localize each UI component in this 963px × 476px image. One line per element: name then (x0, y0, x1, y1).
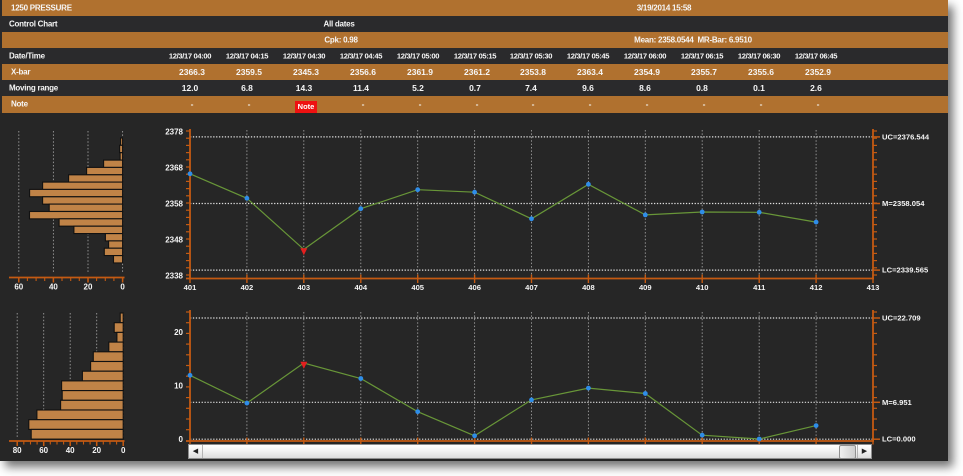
svg-text:2348: 2348 (165, 235, 183, 244)
svg-text:M=2358.054: M=2358.054 (882, 199, 925, 208)
svg-text:404: 404 (354, 283, 367, 292)
svg-text:20: 20 (84, 283, 93, 292)
svg-text:401: 401 (184, 283, 197, 292)
svg-text:UC=2376.544: UC=2376.544 (882, 132, 930, 141)
svg-text:2358: 2358 (165, 199, 183, 208)
svg-text:LC=2339.565: LC=2339.565 (882, 266, 929, 275)
svg-text:0: 0 (120, 283, 125, 292)
svg-text:2338: 2338 (165, 271, 183, 280)
svg-text:2368: 2368 (165, 163, 183, 172)
svg-text:403: 403 (297, 283, 310, 292)
svg-text:2378: 2378 (165, 127, 183, 136)
svg-text:402: 402 (241, 283, 254, 292)
svg-text:40: 40 (66, 446, 75, 455)
svg-text:M=6.951: M=6.951 (882, 398, 913, 407)
svg-text:409: 409 (639, 283, 652, 292)
svg-text:20: 20 (92, 446, 101, 455)
svg-text:406: 406 (468, 283, 481, 292)
svg-text:20: 20 (174, 328, 183, 337)
svg-text:40: 40 (49, 283, 58, 292)
svg-text:10: 10 (174, 382, 183, 391)
svg-text:412: 412 (810, 283, 823, 292)
svg-text:408: 408 (582, 283, 595, 292)
svg-text:60: 60 (39, 446, 48, 455)
svg-text:80: 80 (13, 446, 22, 455)
svg-text:0: 0 (121, 446, 126, 455)
svg-text:405: 405 (411, 283, 424, 292)
svg-text:UC=22.709: UC=22.709 (882, 314, 921, 323)
svg-text:LC=0.000: LC=0.000 (882, 435, 916, 444)
svg-text:60: 60 (14, 283, 23, 292)
svg-text:0: 0 (179, 435, 184, 444)
svg-text:411: 411 (753, 283, 766, 292)
svg-text:407: 407 (525, 283, 538, 292)
svg-text:410: 410 (696, 283, 709, 292)
svg-text:413: 413 (867, 283, 880, 292)
